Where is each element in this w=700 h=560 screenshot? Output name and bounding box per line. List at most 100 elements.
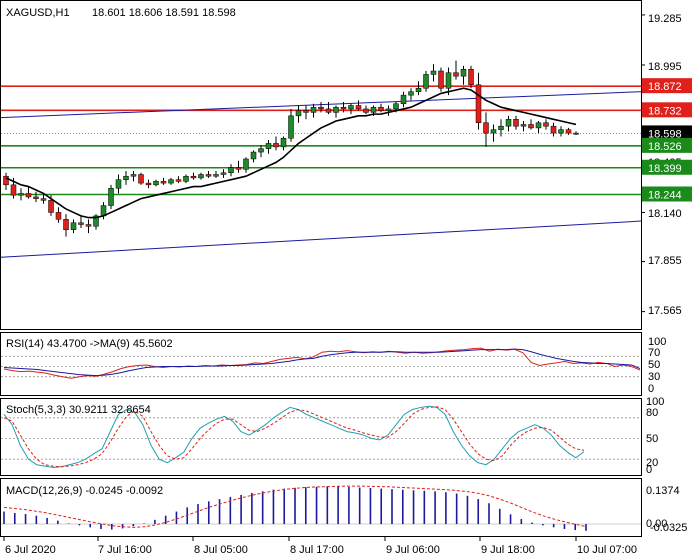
- candle[interactable]: [288, 108, 294, 142]
- candle[interactable]: [565, 127, 572, 135]
- level-label-18.244: 18.244: [642, 186, 692, 202]
- candle-body: [115, 179, 122, 189]
- candle[interactable]: [445, 67, 452, 96]
- candle[interactable]: [123, 171, 129, 185]
- candle-body: [445, 72, 452, 89]
- lower-channel-line[interactable]: [0, 220, 642, 258]
- candle[interactable]: [513, 115, 519, 130]
- candle[interactable]: [130, 171, 137, 182]
- candle[interactable]: [498, 119, 504, 137]
- candle-body: [498, 125, 504, 130]
- candle[interactable]: [78, 215, 84, 228]
- level-label-bg: [642, 186, 692, 202]
- candle[interactable]: [220, 169, 227, 178]
- candle[interactable]: [310, 103, 317, 118]
- candle[interactable]: [453, 60, 459, 80]
- candle[interactable]: [280, 136, 287, 151]
- candle[interactable]: [273, 136, 279, 151]
- candle[interactable]: [475, 72, 482, 130]
- candle[interactable]: [40, 193, 47, 204]
- macd-panel-frame[interactable]: [0, 478, 642, 537]
- candle[interactable]: [558, 126, 564, 137]
- candle[interactable]: [363, 105, 369, 115]
- candle[interactable]: [400, 91, 407, 108]
- candle[interactable]: [3, 172, 9, 191]
- candle[interactable]: [183, 174, 189, 184]
- candle[interactable]: [520, 121, 527, 132]
- candle[interactable]: [145, 179, 152, 189]
- candle[interactable]: [153, 179, 159, 187]
- candle-body: [3, 175, 9, 186]
- candle-body: [153, 181, 159, 186]
- candle[interactable]: [160, 177, 167, 185]
- candle[interactable]: [490, 124, 497, 142]
- candle[interactable]: [258, 145, 264, 158]
- candle-body: [273, 143, 279, 148]
- time-tick-3: 8 Jul 17:00: [290, 544, 344, 556]
- candle[interactable]: [115, 174, 122, 194]
- candle[interactable]: [333, 105, 339, 118]
- candle[interactable]: [528, 119, 534, 130]
- candle[interactable]: [378, 103, 384, 113]
- candle-body: [48, 200, 54, 213]
- candle[interactable]: [355, 100, 362, 111]
- candle[interactable]: [198, 172, 204, 180]
- candle[interactable]: [415, 81, 422, 96]
- macd-tick-top: 0.1374: [646, 485, 680, 497]
- candle[interactable]: [505, 115, 512, 132]
- candle[interactable]: [265, 139, 272, 154]
- candle[interactable]: [55, 207, 62, 223]
- candle[interactable]: [108, 184, 114, 209]
- candle-body: [535, 122, 542, 129]
- candle[interactable]: [385, 105, 392, 116]
- level-label-bg: [642, 102, 692, 118]
- candle[interactable]: [25, 186, 32, 199]
- candle[interactable]: [213, 171, 219, 178]
- price-panel-frame[interactable]: [0, 0, 642, 330]
- candle[interactable]: [348, 103, 354, 115]
- candle[interactable]: [228, 164, 234, 177]
- candle[interactable]: [550, 122, 557, 137]
- candle-body: [40, 198, 47, 201]
- candle[interactable]: [70, 219, 77, 234]
- candle[interactable]: [250, 150, 257, 163]
- candle[interactable]: [175, 176, 182, 184]
- candle[interactable]: [438, 67, 444, 92]
- candle[interactable]: [63, 214, 69, 237]
- candle[interactable]: [340, 102, 347, 113]
- candle[interactable]: [303, 105, 309, 120]
- candle[interactable]: [483, 112, 489, 147]
- candle[interactable]: [243, 157, 249, 173]
- candle[interactable]: [18, 188, 24, 201]
- candle-body: [378, 106, 384, 111]
- candle[interactable]: [190, 172, 197, 180]
- candle[interactable]: [205, 171, 212, 178]
- candle[interactable]: [543, 119, 549, 130]
- level-label-18.598: 18.598: [642, 125, 692, 141]
- candle[interactable]: [423, 70, 429, 92]
- stoch-tick-0: 0: [646, 464, 652, 476]
- candle[interactable]: [325, 102, 332, 115]
- candle-body: [370, 106, 377, 113]
- rsi-tick-70: 70: [648, 347, 660, 359]
- candle[interactable]: [318, 102, 324, 113]
- candle-body: [295, 110, 302, 117]
- candle[interactable]: [138, 172, 144, 185]
- rsi-label: RSI(14) 43.4700 ->MA(9) 45.5602: [6, 338, 173, 350]
- candle[interactable]: [85, 219, 92, 234]
- candle[interactable]: [235, 160, 242, 173]
- candle[interactable]: [33, 191, 39, 203]
- candle[interactable]: [460, 65, 467, 85]
- candle[interactable]: [535, 121, 542, 134]
- candle[interactable]: [430, 64, 437, 82]
- candle[interactable]: [93, 214, 99, 230]
- candle-body: [550, 125, 557, 134]
- candle[interactable]: [295, 105, 302, 123]
- candle[interactable]: [168, 177, 174, 185]
- candle[interactable]: [408, 88, 414, 101]
- candle-body: [213, 174, 219, 177]
- candle[interactable]: [573, 131, 579, 135]
- candle[interactable]: [468, 65, 474, 89]
- rsi-tick-100: 100: [648, 336, 666, 348]
